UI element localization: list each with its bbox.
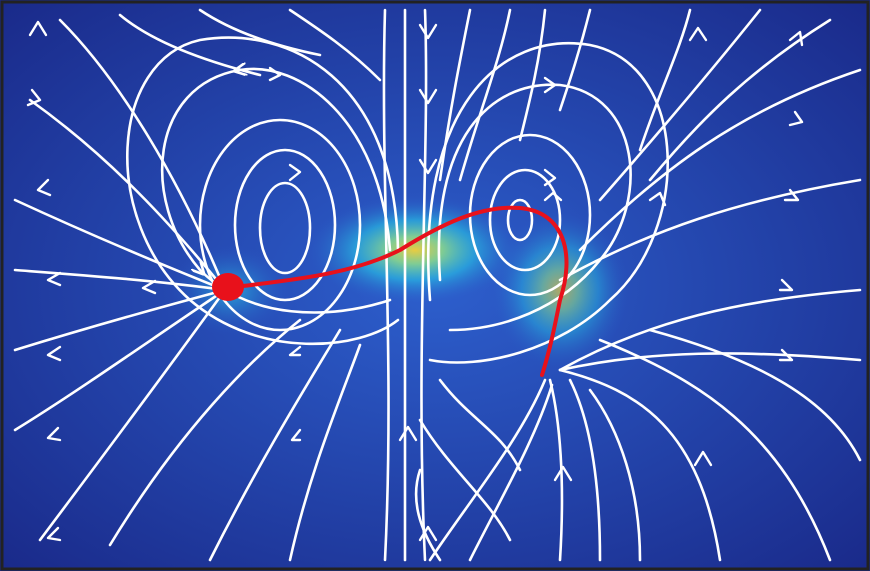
- streamline-left-4: [13, 288, 227, 432]
- streamline-right-10: [638, 8, 692, 152]
- arrowhead: [788, 110, 804, 127]
- arrowhead: [648, 191, 667, 207]
- arrowhead: [543, 168, 557, 187]
- streamline-right-vortex-1: [506, 198, 534, 242]
- streamline-left-9: [208, 328, 342, 562]
- arrowhead: [688, 26, 708, 42]
- arrowhead: [288, 163, 302, 182]
- arrowhead: [418, 23, 438, 40]
- arrowhead: [288, 345, 302, 357]
- streamline-upper-middle-2: [458, 8, 512, 182]
- arrowhead: [398, 425, 418, 442]
- streamline-right-13: [588, 388, 642, 562]
- cell-tail: [233, 205, 569, 377]
- streamline-right-vortex-4: [437, 83, 632, 332]
- arrowhead: [28, 20, 48, 37]
- arrowhead: [418, 158, 438, 175]
- arrowhead: [543, 76, 557, 94]
- streamline-upper-middle-3: [518, 8, 547, 142]
- streamline-center-2: [420, 8, 428, 562]
- arrowhead: [418, 88, 438, 105]
- arrowhead: [788, 30, 804, 47]
- arrowhead: [141, 279, 157, 295]
- streamline-right-4: [598, 338, 832, 562]
- arrowhead: [553, 465, 573, 482]
- streamline-left-5: [38, 288, 227, 542]
- streamline-right-6: [558, 178, 862, 282]
- streamline-left-3: [13, 288, 227, 352]
- streamline-upper-middle-4: [558, 8, 592, 112]
- streamline-lower-center-1: [428, 378, 547, 562]
- streamline-right-vortex-2: [488, 168, 562, 272]
- streamline-left-1: [13, 198, 227, 292]
- arrowhead: [778, 348, 794, 362]
- streamline-right-12: [568, 378, 602, 562]
- streamline-right-5: [648, 328, 862, 462]
- streamline-left-10: [288, 343, 362, 562]
- streamline-left-6: [28, 98, 227, 292]
- arrowhead: [693, 450, 713, 467]
- streamline-lower-center-4: [438, 378, 522, 472]
- streamline-right-11: [548, 378, 564, 562]
- streamlines: [13, 8, 862, 562]
- arrowhead: [268, 66, 282, 82]
- arrowhead: [543, 191, 563, 202]
- arrowhead: [783, 188, 800, 202]
- streamline-right-8: [598, 8, 762, 202]
- arrowheads: [26, 20, 804, 542]
- arrowhead: [26, 88, 42, 107]
- arrowhead: [46, 526, 62, 542]
- streamline-right-3: [558, 368, 722, 562]
- streamline-center-3: [382, 8, 390, 562]
- arrowhead: [778, 278, 794, 292]
- streamline-right-1: [558, 288, 862, 372]
- streamline-left-vortex-4: [161, 69, 392, 314]
- streamline-right-2: [558, 352, 862, 372]
- streamline-left-7: [58, 18, 227, 292]
- streamline-left-8: [108, 318, 302, 547]
- cell-head: [212, 273, 244, 301]
- streamline-lower-center-2: [468, 383, 554, 562]
- streamline-upper-left-2: [198, 8, 322, 57]
- streamline-upper-left-3: [288, 8, 382, 82]
- streamline-right-vortex-5: [427, 42, 669, 364]
- arrowhead: [46, 426, 62, 442]
- streamline-lower-center-5: [414, 468, 442, 562]
- streamline-upper-left-1: [118, 13, 262, 77]
- streamline-left-vortex-5: [126, 36, 400, 346]
- streamline-right-7: [578, 68, 862, 252]
- arrowhead: [36, 178, 52, 197]
- streamline-lower-center-3: [418, 418, 512, 542]
- arrowhead: [46, 271, 62, 287]
- arrowhead: [418, 525, 438, 542]
- streamline-upper-middle-1: [438, 8, 472, 182]
- glow-right: [490, 210, 630, 370]
- streamline-left-2: [13, 268, 227, 292]
- arrowhead: [46, 345, 62, 362]
- streamline-left-vortex-1: [258, 181, 312, 275]
- arrowhead: [290, 428, 302, 442]
